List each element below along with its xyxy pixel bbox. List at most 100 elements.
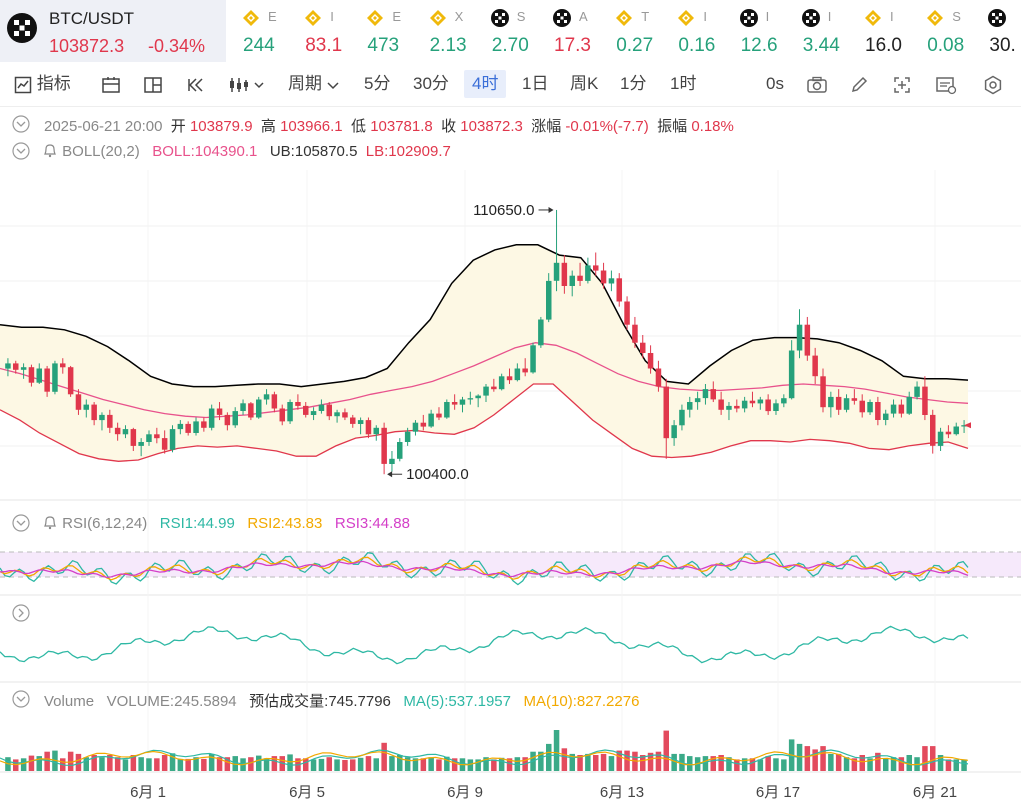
volume-bar	[138, 757, 144, 771]
candle-body	[828, 396, 834, 408]
crosshair-button[interactable]	[892, 70, 912, 98]
candle-body	[883, 413, 889, 420]
candle-body	[843, 398, 850, 410]
panel-icon	[936, 76, 957, 94]
volume-bar	[428, 757, 434, 771]
candle-body	[436, 413, 442, 418]
candle-body	[295, 402, 301, 406]
rewind-button[interactable]	[186, 70, 206, 98]
chart-settings-panel-button[interactable]	[935, 70, 957, 98]
split-view-button[interactable]	[143, 70, 163, 98]
boll-lower-line	[0, 383, 969, 462]
interval-1d[interactable]: 1日	[522, 74, 549, 93]
interval-1h[interactable]: 1时	[670, 74, 697, 93]
rsi2-line	[0, 556, 969, 581]
candle-body	[216, 408, 223, 415]
change-label: 涨幅	[531, 118, 562, 135]
ticker-item[interactable]: I 0.16	[663, 0, 723, 62]
candle-body	[334, 412, 340, 417]
chevron-down-icon	[327, 81, 339, 89]
chart-type-button[interactable]	[228, 70, 264, 98]
candle-body	[287, 402, 293, 422]
candle-body	[741, 400, 748, 409]
bnb-icon	[243, 10, 259, 26]
screenshot-button[interactable]	[806, 70, 828, 98]
collapse-boll-icon[interactable]	[12, 142, 30, 160]
ticker-item[interactable]: E 244	[228, 0, 288, 62]
candle-body	[232, 411, 238, 426]
candle-body	[875, 402, 881, 420]
okx-icon	[553, 9, 571, 27]
candle-body	[122, 429, 129, 435]
rsi3-value: RSI3:44.88	[334, 515, 410, 532]
layout-button[interactable]	[101, 70, 121, 98]
candle-body	[154, 434, 160, 439]
okx-icon	[801, 9, 820, 27]
bell-icon[interactable]	[42, 514, 58, 530]
candle-body	[467, 398, 474, 400]
candle-body	[146, 434, 152, 442]
interval-30m[interactable]: 30分	[413, 74, 449, 93]
volume-bar	[710, 756, 716, 771]
ticker-item[interactable]: X 2.13	[415, 0, 475, 62]
close-value: 103872.3	[460, 118, 523, 135]
date-tick-label: 6月 17	[756, 784, 800, 801]
main-ticker-btc-usdt[interactable]: BTC/USDT 103872.3 -0.34%	[0, 0, 226, 62]
collapse-volume-icon[interactable]	[12, 690, 30, 708]
volume-bar	[326, 757, 332, 771]
interval-weekly[interactable]: 周K	[570, 74, 599, 93]
ticker-item[interactable]: E 473	[352, 0, 412, 62]
rsi3-line	[0, 560, 969, 579]
ticker-item[interactable]: S 2.70	[477, 0, 537, 62]
volume-bar	[538, 751, 544, 771]
candle-body	[812, 355, 818, 377]
candle-body	[444, 402, 450, 418]
interval-4h[interactable]: 4时	[464, 70, 507, 98]
chart-toolbar: 指标 周期 5分 30分 4时 1日 周K 1分 1时 0s	[0, 62, 1021, 107]
volume-bar	[875, 752, 881, 771]
candle-body	[75, 394, 82, 410]
date-tick-label: 6月 5	[289, 784, 325, 801]
estimated-volume-label: 预估成交量:	[249, 693, 329, 710]
ticker-item[interactable]: I 16.0	[850, 0, 910, 62]
candle-body	[663, 386, 669, 439]
settings-button[interactable]	[983, 70, 1003, 98]
interval-5m[interactable]: 5分	[364, 74, 391, 93]
candle-body	[953, 426, 959, 435]
volume-bar	[404, 757, 411, 771]
volume-bar	[883, 758, 889, 771]
collapse-ohlc-icon[interactable]	[12, 115, 30, 133]
ticker-item[interactable]: 30.	[974, 0, 1021, 62]
ticker-item[interactable]: I 12.6	[726, 0, 786, 62]
volume-bar	[248, 757, 254, 771]
volume-bar	[271, 756, 278, 771]
ticker-item[interactable]: T 0.27	[601, 0, 661, 62]
candle-body	[514, 368, 521, 381]
indicators-button[interactable]: 指标	[14, 70, 71, 98]
candle-body	[749, 400, 756, 404]
ticker-item[interactable]: A 17.3	[539, 0, 599, 62]
expand-indicator-icon[interactable]	[12, 604, 30, 622]
ticker-item[interactable]: I 3.44	[788, 0, 848, 62]
draw-button[interactable]	[849, 70, 869, 98]
boll-label: BOLL(20,2)	[62, 143, 140, 160]
candle-body	[835, 396, 842, 410]
interval-1m[interactable]: 1分	[620, 74, 647, 93]
candle-body	[906, 396, 912, 414]
ticker-item[interactable]: S 0.08	[912, 0, 972, 62]
ticker-item[interactable]: I 83.1	[290, 0, 350, 62]
volume-bar	[91, 755, 97, 771]
candle-body	[553, 262, 560, 281]
volume-bar	[734, 759, 740, 771]
period-dropdown[interactable]: 周期	[288, 70, 339, 98]
volume-bar	[122, 759, 129, 771]
candle-body	[718, 399, 724, 410]
volume-bar	[224, 757, 231, 771]
collapse-rsi-icon[interactable]	[12, 514, 30, 532]
bnb-icon	[305, 10, 322, 26]
ticker-name: A	[579, 9, 588, 24]
bell-icon[interactable]	[42, 142, 58, 158]
volume-bar	[342, 760, 348, 771]
candle-body	[593, 265, 599, 271]
